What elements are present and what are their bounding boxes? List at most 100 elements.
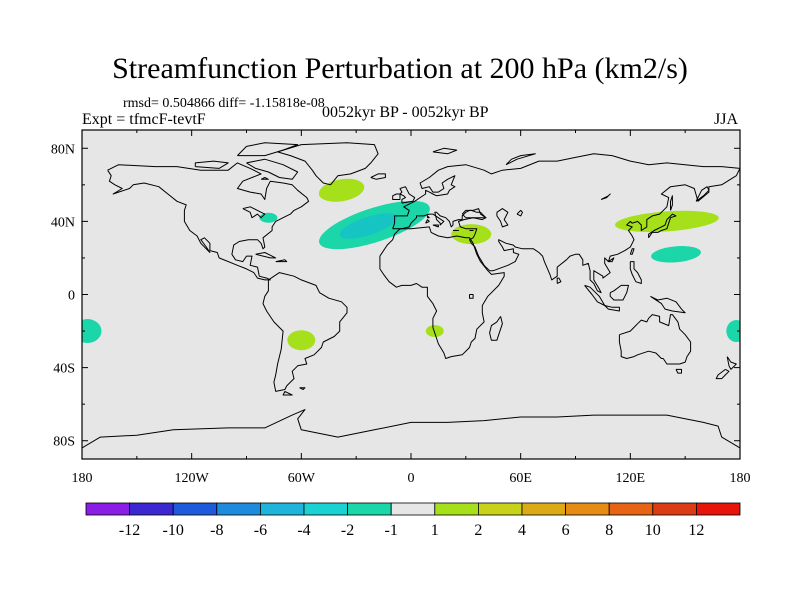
colorbar-label: -8 xyxy=(210,522,223,539)
coastline-layer xyxy=(82,142,740,449)
sri-lanka-coastline xyxy=(556,277,562,284)
colorbar-swatch xyxy=(608,502,654,516)
taiwan-coastline xyxy=(629,248,635,255)
colorbar-label: -12 xyxy=(119,522,140,539)
colorbar-label: 1 xyxy=(431,522,439,539)
africa-coastline xyxy=(379,226,505,359)
caspian-sea-coastline xyxy=(496,208,509,228)
colorbar-swatch xyxy=(259,502,305,516)
black-sea-inner-coastline xyxy=(461,209,487,219)
colorbar-label: -1 xyxy=(385,522,398,539)
colorbar-swatch xyxy=(565,502,610,516)
japan-coastline xyxy=(648,213,677,239)
positive-anomaly xyxy=(451,224,492,245)
colorbar: -12 -10 -8 -6 -4 -2 -1 1 2 4 6 8 10 12 xyxy=(85,502,741,539)
x-tick-label: 60W xyxy=(288,471,316,486)
new-zealand-n-coastline xyxy=(726,356,737,370)
positive-anomaly xyxy=(425,325,444,338)
antarctica-coastline xyxy=(82,409,740,449)
iceland-coastline xyxy=(370,173,386,180)
colorbar-swatch xyxy=(347,502,392,516)
borneo-coastline xyxy=(609,284,629,301)
negative-anomaly xyxy=(259,212,278,223)
colorbar-swatch xyxy=(696,502,741,516)
philippines-coastline xyxy=(629,261,642,284)
sardinia-coastline xyxy=(425,219,430,224)
australia-coastline xyxy=(618,314,692,365)
java-coastline xyxy=(604,305,620,312)
stats-text: rmsd= 0.504866 diff= -1.15818e-08 xyxy=(123,96,325,111)
axis-ticks: 80N 40N 0 40S 80S 180 120W 60W 0 60E 120E 180 xyxy=(51,130,751,486)
ellesmere-coastline xyxy=(237,142,299,157)
svalbard-coastline xyxy=(432,147,458,155)
tierra-del-fuego-coastline xyxy=(282,390,293,396)
corsica-coastline xyxy=(426,215,430,219)
colorbar-label: 12 xyxy=(688,522,704,539)
colorbar-label: 6 xyxy=(562,522,570,539)
colorbar-swatch xyxy=(216,502,261,516)
colorbar-label: -2 xyxy=(341,522,354,539)
colorbar-label: 10 xyxy=(645,522,661,539)
y-tick-label: 80S xyxy=(53,435,75,450)
falklands-coastline xyxy=(299,387,306,390)
x-tick-label: 120E xyxy=(616,471,646,486)
colorbar-label: 2 xyxy=(474,522,482,539)
ireland-coastline xyxy=(392,193,401,200)
experiment-label: Expt = tfmcF-tevtF xyxy=(82,111,206,128)
colorbar-swatch xyxy=(477,502,523,516)
victoria-coastline xyxy=(194,160,229,169)
y-tick-label: 80N xyxy=(51,142,75,157)
x-tick-label: 180 xyxy=(72,471,93,486)
kamchatka-coastline xyxy=(695,186,710,202)
negative-anomaly-core xyxy=(339,213,398,239)
aral-sea-coastline xyxy=(516,209,523,217)
new-guinea-coastline xyxy=(650,295,686,314)
colorbar-swatch xyxy=(129,502,174,516)
map-background xyxy=(82,130,740,459)
cuba-coastline xyxy=(255,252,277,259)
north-america-coastline xyxy=(107,162,310,281)
colorbar-swatch xyxy=(85,502,130,516)
colorbar-swatch xyxy=(303,502,348,516)
x-tick-label: 120W xyxy=(175,471,210,486)
chart-title: Streamfunction Perturbation at 200 hPa (… xyxy=(112,52,688,85)
colorbar-label: -10 xyxy=(163,522,184,539)
x-tick-label: 60E xyxy=(509,471,532,486)
colorbar-swatch xyxy=(652,502,697,516)
hudson-islands-coastline xyxy=(260,177,269,180)
colorbar-swatch xyxy=(390,502,436,516)
y-tick-label: 40N xyxy=(51,215,75,230)
period-label: 0052kyr BP - 0052kyr BP xyxy=(322,104,489,121)
y-tick-label: 0 xyxy=(68,289,75,304)
negative-anomaly xyxy=(726,320,740,343)
baffin-coastline xyxy=(246,158,299,180)
positive-anomaly xyxy=(287,330,316,351)
hainan-coastline xyxy=(608,257,615,263)
colorbar-label: 8 xyxy=(605,522,613,539)
lake-victoria-coastline xyxy=(469,294,474,299)
madagascar-coastline xyxy=(489,316,503,341)
colorbar-label: -6 xyxy=(254,522,267,539)
south-america-coastline xyxy=(262,272,348,392)
uk-coastline xyxy=(399,186,416,204)
hispaniola-coastline xyxy=(275,259,288,263)
new-zealand-s-coastline xyxy=(715,368,730,380)
tasmania-coastline xyxy=(675,368,682,374)
eurasia-coastline xyxy=(392,153,740,294)
colorbar-label: -4 xyxy=(297,522,310,539)
sakhalin-coastline xyxy=(670,195,673,211)
negative-anomaly xyxy=(651,246,701,263)
negative-anomaly xyxy=(82,319,102,344)
great-lakes-coastline xyxy=(242,206,266,219)
colorbar-label: 4 xyxy=(518,522,526,539)
colorbar-swatch xyxy=(172,502,218,516)
y-tick-label: 40S xyxy=(53,362,75,377)
lake-baikal-coastline xyxy=(600,193,611,200)
x-tick-label: 180 xyxy=(730,471,751,486)
sicily-coastline xyxy=(432,224,439,228)
colorbar-swatch xyxy=(434,502,479,516)
colorbar-swatch xyxy=(521,502,566,516)
greenland-coastline xyxy=(277,142,379,186)
novaya-zemlya-coastline xyxy=(505,153,536,166)
